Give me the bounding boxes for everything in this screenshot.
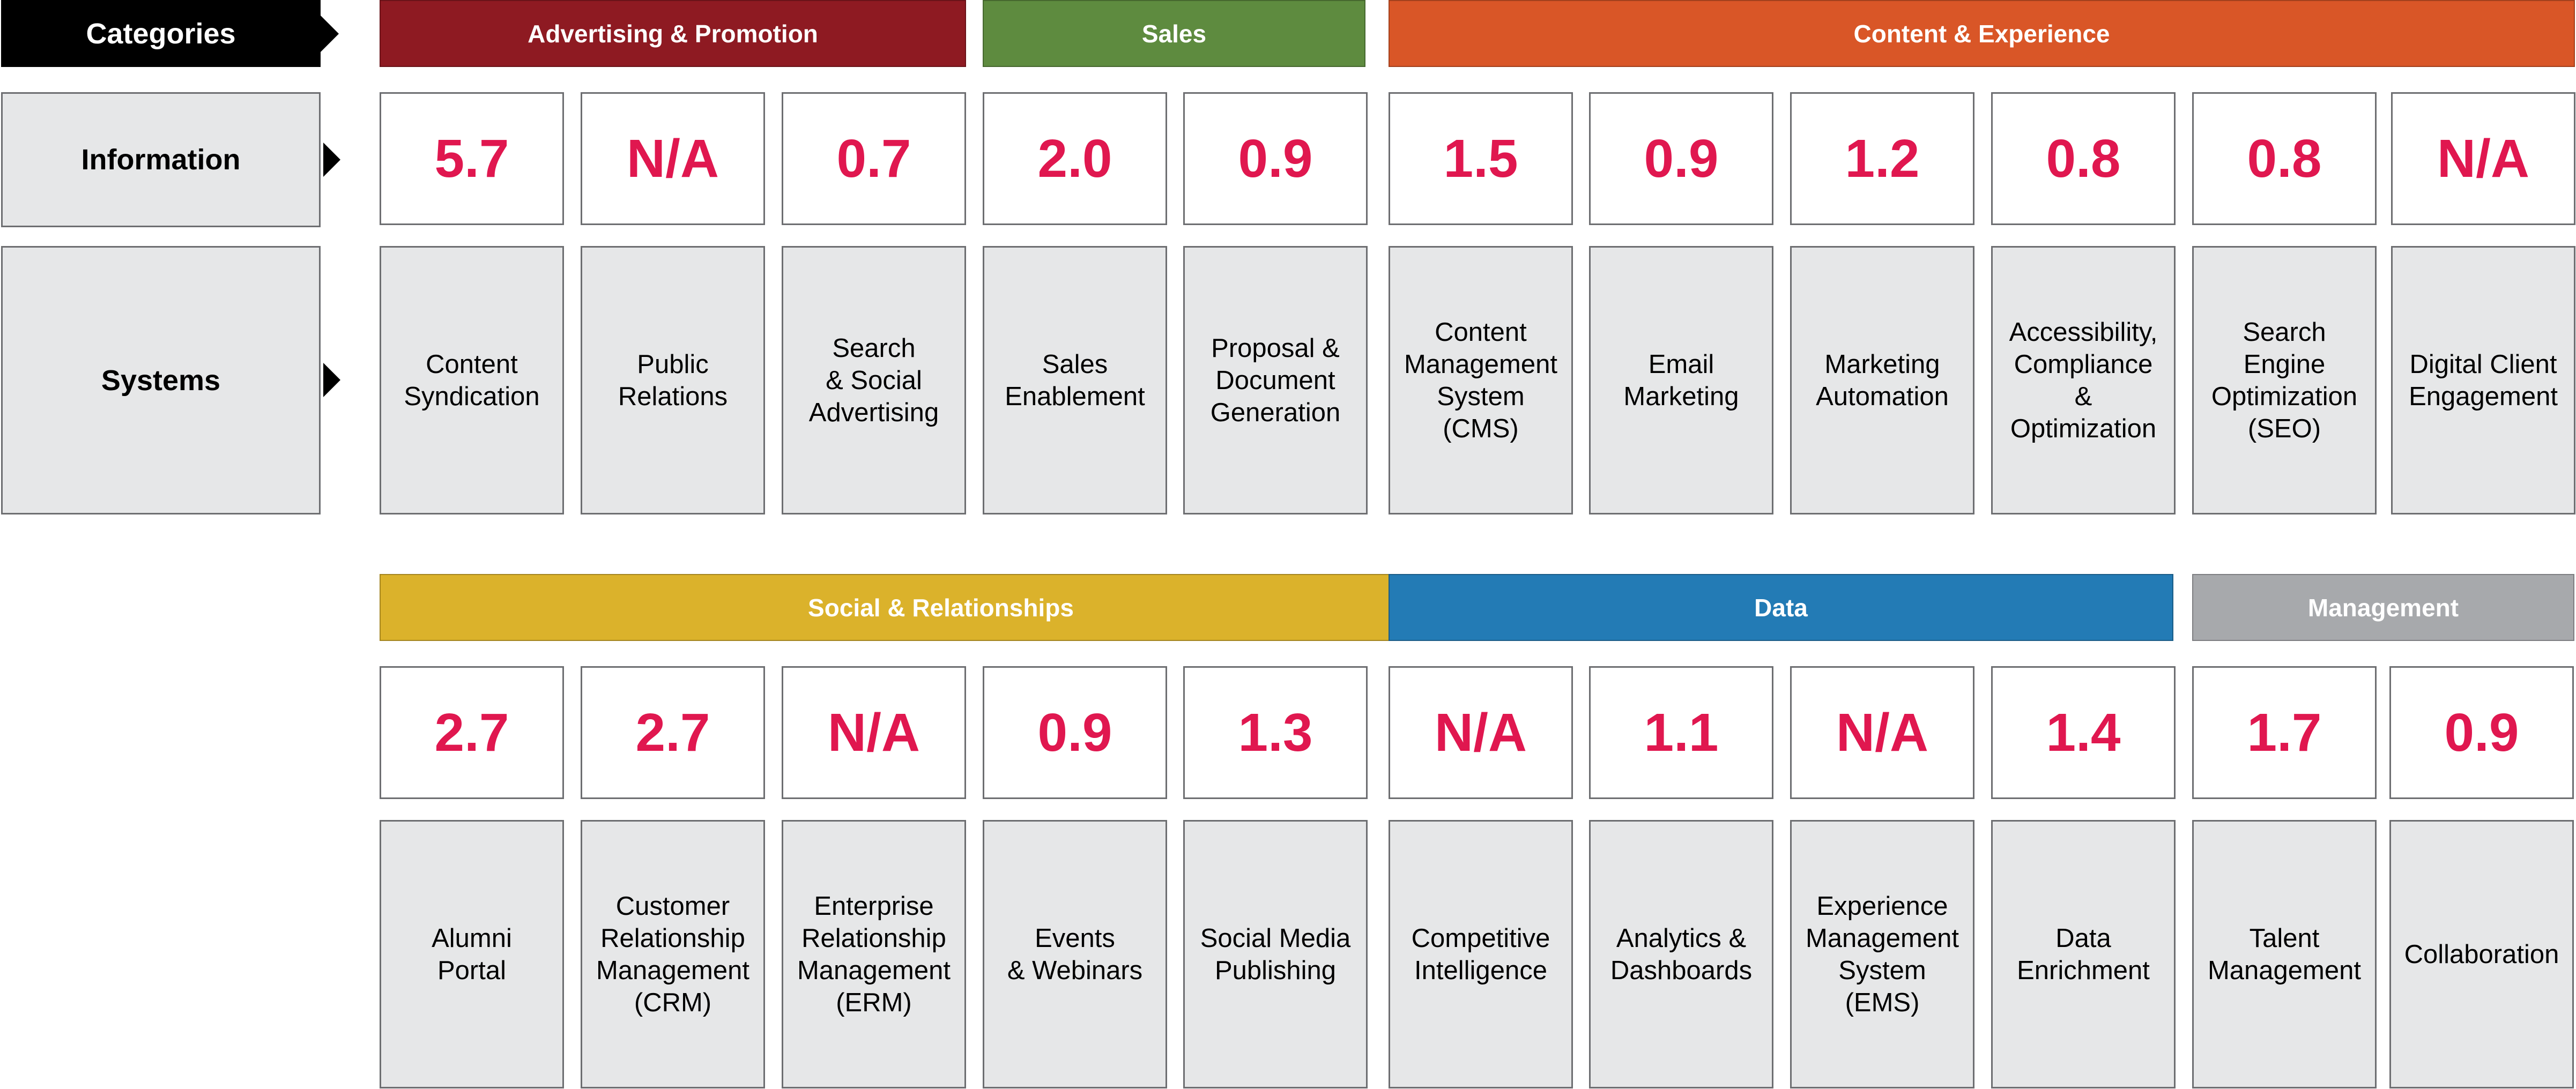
value-public-relations: N/A: [581, 92, 765, 225]
categories-label: Categories: [86, 17, 236, 50]
value-erm: N/A: [782, 666, 966, 799]
system-digital-client-engagement: Digital Client Engagement: [2391, 246, 2575, 514]
value-events-webinars: 0.9: [983, 666, 1167, 799]
system-alumni-portal: Alumni Portal: [380, 820, 564, 1088]
system-search-social-advertising: Search & Social Advertising: [782, 246, 966, 514]
value-ems: N/A: [1790, 666, 1974, 799]
categories-header: Categories: [1, 0, 339, 67]
band-data: Data: [1389, 574, 2173, 641]
system-talent-management: Talent Management: [2192, 820, 2377, 1088]
system-data-enrichment: Data Enrichment: [1991, 820, 2176, 1088]
value-crm: 2.7: [581, 666, 765, 799]
information-row-label: Information: [1, 92, 321, 227]
system-collaboration: Collaboration: [2389, 820, 2574, 1088]
system-ems: Experience Management System (EMS): [1790, 820, 1974, 1088]
value-search-social-advertising: 0.7: [782, 92, 966, 225]
band-advertising-promotion: Advertising & Promotion: [380, 0, 966, 67]
value-proposal-document-generation: 0.9: [1183, 92, 1368, 225]
value-collaboration: 0.9: [2389, 666, 2574, 799]
system-competitive-intelligence: Competitive Intelligence: [1389, 820, 1573, 1088]
value-email-marketing: 0.9: [1589, 92, 1773, 225]
system-marketing-automation: Marketing Automation: [1790, 246, 1974, 514]
systems-label: Systems: [101, 364, 221, 397]
system-erm: Enterprise Relationship Management (ERM): [782, 820, 966, 1088]
system-social-media-publishing: Social Media Publishing: [1183, 820, 1368, 1088]
value-talent-management: 1.7: [2192, 666, 2377, 799]
value-alumni-portal: 2.7: [380, 666, 564, 799]
value-cms: 1.5: [1389, 92, 1573, 225]
band-sales: Sales: [983, 0, 1365, 67]
band-management: Management: [2192, 574, 2574, 641]
systems-row-label: Systems: [1, 246, 321, 514]
value-digital-client-engagement: N/A: [2391, 92, 2575, 225]
system-cms: Content Management System (CMS): [1389, 246, 1573, 514]
system-sales-enablement: Sales Enablement: [983, 246, 1167, 514]
system-proposal-document-generation: Proposal & Document Generation: [1183, 246, 1368, 514]
value-social-media-publishing: 1.3: [1183, 666, 1368, 799]
value-data-enrichment: 1.4: [1991, 666, 2176, 799]
band-content-experience: Content & Experience: [1389, 0, 2575, 67]
system-content-syndication: Content Syndication: [380, 246, 564, 514]
value-marketing-automation: 1.2: [1790, 92, 1974, 225]
systems-arrow-icon: [323, 363, 340, 397]
value-accessibility-compliance: 0.8: [1991, 92, 2176, 225]
system-analytics-dashboards: Analytics & Dashboards: [1589, 820, 1773, 1088]
value-sales-enablement: 2.0: [983, 92, 1167, 225]
system-accessibility-compliance: Accessibility, Compliance & Optimization: [1991, 246, 2176, 514]
value-content-syndication: 5.7: [380, 92, 564, 225]
system-events-webinars: Events & Webinars: [983, 820, 1167, 1088]
value-competitive-intelligence: N/A: [1389, 666, 1573, 799]
system-public-relations: Public Relations: [581, 246, 765, 514]
value-seo: 0.8: [2192, 92, 2377, 225]
system-email-marketing: Email Marketing: [1589, 246, 1773, 514]
system-crm: Customer Relationship Management (CRM): [581, 820, 765, 1088]
value-analytics-dashboards: 1.1: [1589, 666, 1773, 799]
system-seo: Search Engine Optimization (SEO): [2192, 246, 2377, 514]
band-social-relationships: Social & Relationships: [380, 574, 1502, 641]
information-arrow-icon: [323, 143, 340, 177]
information-label: Information: [81, 144, 241, 176]
